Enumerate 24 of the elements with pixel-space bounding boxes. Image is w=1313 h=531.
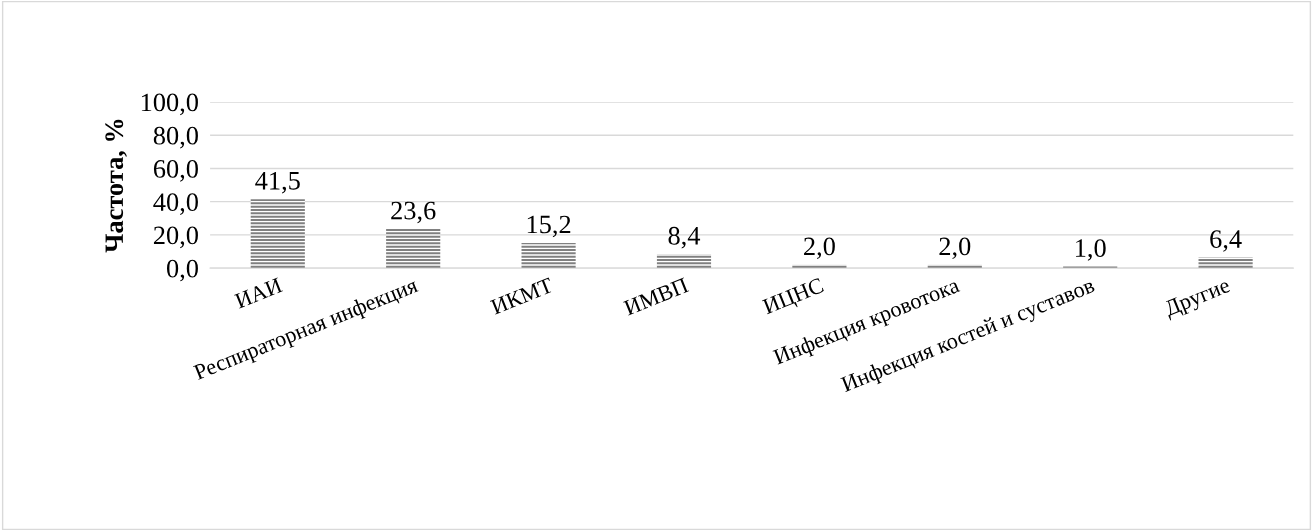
bar <box>927 264 982 269</box>
y-axis-title: Частота, % <box>105 119 127 253</box>
bar <box>250 199 305 269</box>
bar <box>656 254 712 269</box>
x-tick-label: ИЦНС <box>761 277 826 319</box>
data-label: 23,6 <box>391 201 436 224</box>
bar <box>792 264 847 269</box>
data-label: 41,5 <box>255 171 300 194</box>
y-tick-label: 0,0 <box>166 259 198 282</box>
y-tick-label: 20,0 <box>153 226 198 249</box>
data-label: 2,0 <box>804 237 835 260</box>
bar <box>1198 257 1253 269</box>
y-tick-label: 100,0 <box>141 93 198 116</box>
bar <box>521 242 576 269</box>
data-label: 1,0 <box>1076 239 1106 261</box>
data-label: 2,0 <box>939 237 971 260</box>
data-label: 6,4 <box>1210 230 1242 252</box>
y-tick-label: 80,0 <box>153 126 198 149</box>
data-label: 15,2 <box>527 215 571 238</box>
y-tick-label: 40,0 <box>153 193 198 215</box>
y-tick-label: 60,0 <box>153 160 198 182</box>
bar <box>386 228 441 269</box>
x-tick-label: ИАИ <box>234 277 283 309</box>
data-label: 8,4 <box>668 226 701 249</box>
